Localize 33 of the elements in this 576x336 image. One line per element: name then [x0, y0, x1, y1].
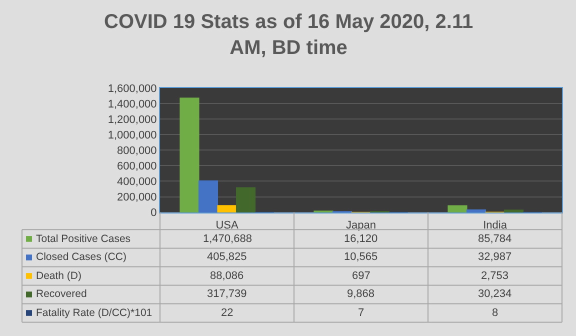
data-label: 697 — [352, 270, 370, 282]
y-tick-label: 1,400,000 — [108, 98, 157, 110]
chart-title: COVID 19 Stats as of 16 May 2020, 2.11 AM, BD time — [104, 11, 474, 59]
data-label: 1,470,688 — [203, 233, 252, 245]
data-label: 10,565 — [344, 251, 378, 263]
y-tick-label: 1,000,000 — [108, 129, 157, 142]
y-tick-label: 400,000 — [117, 176, 157, 188]
data-label: 2,753 — [481, 270, 509, 282]
data-label: 30,234 — [478, 288, 512, 300]
data-label: 16,120 — [344, 233, 378, 245]
data-label: 85,784 — [478, 233, 512, 245]
data-label: 405,825 — [207, 251, 247, 263]
y-tick-label: 200,000 — [117, 192, 157, 204]
x-tick-label: USA — [216, 220, 239, 232]
data-label: 22 — [221, 307, 234, 319]
legend-label: Recovered — [36, 288, 87, 300]
x-tick-label: India — [483, 220, 508, 232]
legend-label: Total Positive Cases — [36, 233, 131, 245]
legend-label: Closed Cases (CC) — [36, 251, 126, 263]
data-label: 32,987 — [478, 251, 512, 263]
data-label: 88,086 — [210, 270, 244, 282]
data-label: 7 — [358, 307, 364, 319]
x-tick-label: Japan — [346, 220, 376, 232]
legend-label: Death (D) — [36, 270, 82, 282]
data-label: 8 — [492, 307, 498, 319]
data-label: 317,739 — [207, 288, 247, 300]
y-tick-label: 600,000 — [117, 160, 157, 173]
y-tick-label: 800,000 — [117, 144, 157, 157]
y-tick-label: 1,200,000 — [108, 114, 157, 126]
legend-label: Fatality Rate (D/CC)*101 — [36, 307, 152, 319]
y-tick-label: 1,600,000 — [108, 82, 157, 95]
y-tick-label: 0 — [150, 207, 157, 220]
data-label: 9,868 — [347, 288, 375, 300]
